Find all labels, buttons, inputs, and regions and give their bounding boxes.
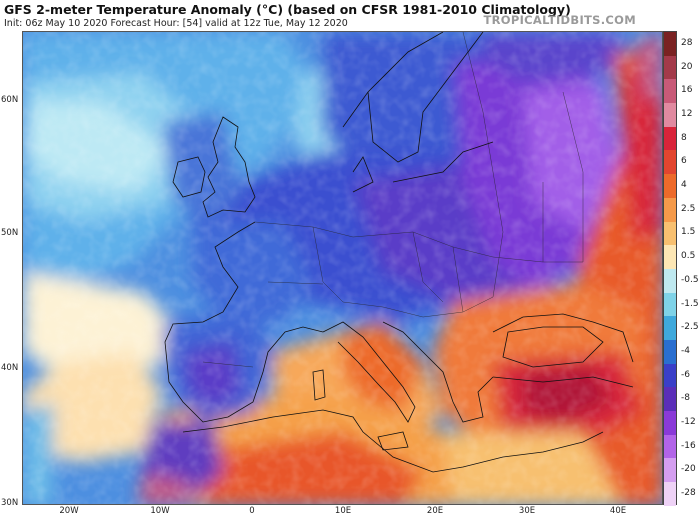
colorbar-tick-label: -6: [681, 369, 690, 380]
colorbar-tick-label: 2.5: [681, 203, 696, 214]
lon-label-10w: 10W: [150, 506, 170, 516]
colorbar-legend: [663, 31, 677, 506]
colorbar-tick-label: 1.5: [681, 227, 696, 238]
map-canvas: [23, 32, 662, 504]
colorbar-tick-label: -2.5: [681, 322, 699, 333]
lon-label-40e: 40E: [609, 506, 627, 516]
colorbar-swatch: [664, 55, 676, 80]
forecast-info: Init: 06z May 10 2020 Forecast Hour: [54…: [4, 18, 348, 29]
colorbar-swatch: [664, 150, 676, 175]
lat-label-50n: 50N: [1, 228, 19, 238]
anomaly-map: [22, 31, 663, 505]
colorbar-swatch: [664, 387, 676, 411]
lon-label-30e: 30E: [518, 506, 536, 516]
chart-title: GFS 2-meter Temperature Anomaly (°C) (ba…: [4, 2, 571, 17]
lon-label-20e: 20E: [426, 506, 444, 516]
colorbar-swatch: [664, 316, 676, 340]
colorbar-swatch: [664, 292, 676, 317]
lon-label-20w: 20W: [59, 506, 79, 516]
colorbar-tick-label: 6: [681, 156, 687, 167]
country-borders: [202, 32, 584, 368]
colorbar-swatch: [664, 245, 676, 269]
colorbar-tick-label: 4: [681, 180, 687, 191]
field-texture: [23, 32, 662, 504]
colorbar-tick-label: -12: [681, 417, 696, 428]
colorbar-tick-label: -4: [681, 345, 690, 356]
lon-label-0: 0: [249, 506, 255, 516]
brand-watermark: TROPICALTIDBITS.COM: [483, 13, 636, 27]
colorbar-tick-label: -1.5: [681, 298, 699, 309]
colorbar-swatch: [664, 32, 676, 56]
colorbar-tick-label: 0.5: [681, 251, 696, 262]
colorbar-swatch: [664, 103, 676, 127]
colorbar-swatch: [664, 482, 676, 506]
colorbar-swatch: [664, 458, 676, 483]
coastlines: [164, 32, 634, 473]
colorbar-swatch: [664, 197, 676, 222]
colorbar-tick-label: 12: [681, 108, 693, 119]
colorbar-tick-label: 20: [681, 61, 693, 72]
lat-label-40n: 40N: [1, 363, 19, 373]
lon-label-10e: 10E: [334, 506, 352, 516]
colorbar-tick-label: 8: [681, 132, 687, 143]
colorbar-tick-label: -0.5: [681, 274, 699, 285]
colorbar-swatch: [664, 363, 676, 388]
colorbar-swatch: [664, 221, 676, 246]
colorbar-swatch: [664, 79, 676, 104]
colorbar-swatch: [664, 268, 676, 293]
lat-label-30n: 30N: [1, 498, 19, 508]
colorbar-swatch: [664, 339, 676, 364]
colorbar-tick-label: -28: [681, 488, 696, 499]
colorbar-swatch: [664, 411, 676, 435]
colorbar-swatch: [664, 434, 676, 459]
lat-label-60n: 60N: [1, 95, 19, 105]
colorbar-swatch: [664, 174, 676, 198]
colorbar-tick-label: 28: [681, 37, 693, 48]
colorbar-tick-label: -20: [681, 464, 696, 475]
colorbar-tick-label: 16: [681, 85, 693, 96]
colorbar-tick-label: -8: [681, 393, 690, 404]
colorbar-tick-label: -16: [681, 440, 696, 451]
colorbar-swatch: [664, 126, 676, 151]
